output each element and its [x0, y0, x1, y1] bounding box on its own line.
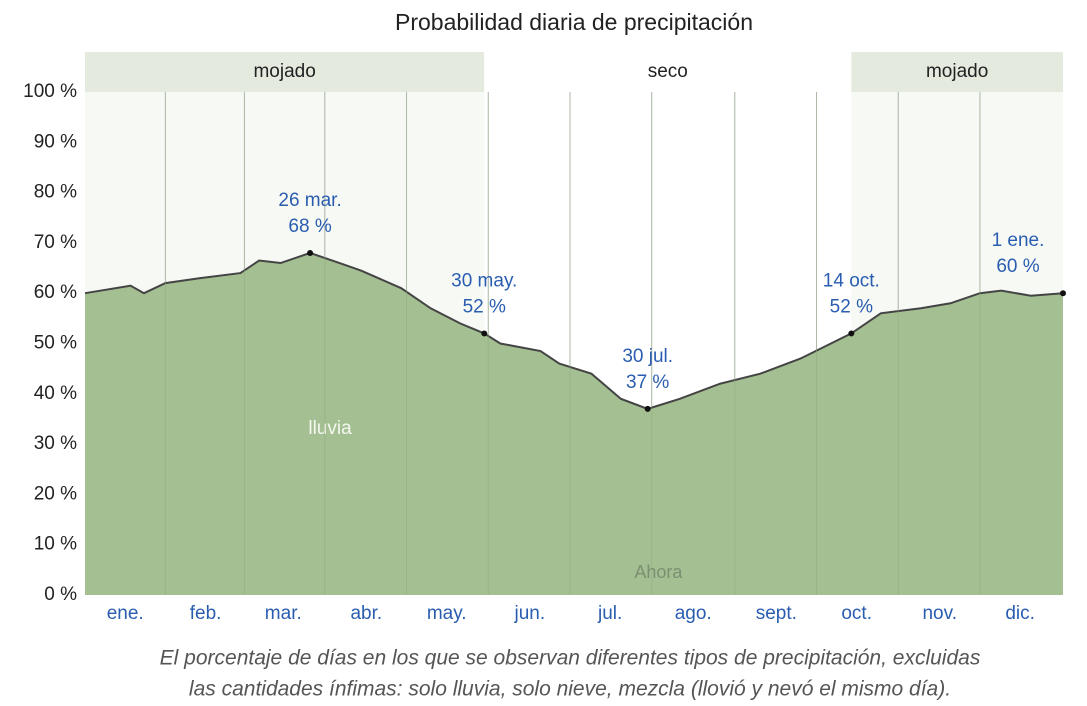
band-label: seco — [648, 61, 688, 82]
y-tick-label: 40 % — [34, 383, 77, 404]
band-label: mojado — [253, 61, 315, 82]
annotation-value: 52 % — [463, 296, 506, 317]
now-label: Ahora — [634, 562, 683, 582]
y-tick-label: 60 % — [34, 282, 77, 303]
x-tick-label: feb. — [190, 603, 222, 624]
x-tick-label: abr. — [350, 603, 382, 624]
chart-title: Probabilidad diaria de precipitación — [395, 9, 753, 35]
x-tick-label: ago. — [675, 603, 712, 624]
annotation-dot — [1060, 290, 1066, 297]
y-tick-label: 30 % — [34, 433, 77, 454]
x-tick-label: jul. — [597, 603, 622, 624]
y-tick-label: 80 % — [34, 182, 77, 203]
band — [85, 52, 485, 92]
x-tick-label: sept. — [756, 603, 797, 624]
annotation-date: 30 jul. — [622, 346, 673, 367]
annotation-date: 26 mar. — [278, 190, 341, 211]
annotation-date: 30 may. — [451, 270, 517, 291]
x-tick-label: oct. — [841, 603, 872, 624]
annotation-value: 52 % — [830, 296, 873, 317]
annotation-date: 1 ene. — [992, 230, 1045, 251]
x-tick-label: jun. — [513, 603, 545, 624]
annotation-dot — [644, 405, 651, 412]
annotation-date: 14 oct. — [823, 270, 880, 291]
annotation-dot — [848, 330, 855, 337]
y-tick-label: 100 % — [23, 81, 77, 102]
annotation-dot — [481, 330, 488, 337]
annotation-value: 68 % — [288, 216, 331, 237]
annotation-value: 60 % — [996, 256, 1039, 277]
caption: El porcentaje de días en los que se obse… — [160, 647, 981, 670]
band — [484, 52, 852, 92]
band — [851, 52, 1063, 92]
band-label: mojado — [926, 61, 988, 82]
y-tick-label: 70 % — [34, 232, 77, 253]
y-tick-label: 20 % — [34, 483, 77, 504]
x-tick-label: dic. — [1005, 603, 1035, 624]
x-tick-label: ene. — [107, 603, 144, 624]
y-tick-label: 50 % — [34, 333, 77, 354]
x-tick-label: mar. — [265, 603, 302, 624]
y-tick-label: 0 % — [44, 584, 77, 605]
annotation-value: 37 % — [626, 372, 669, 393]
area — [85, 252, 1063, 595]
annotation-dot — [307, 249, 314, 256]
y-tick-label: 10 % — [34, 534, 77, 555]
x-tick-label: may. — [427, 603, 467, 624]
x-tick-label: nov. — [922, 603, 957, 624]
y-tick-label: 90 % — [34, 131, 77, 152]
caption: las cantidades ínfimas: solo lluvia, sol… — [189, 678, 951, 701]
line — [84, 251, 1064, 410]
series-label: lluvia — [308, 418, 352, 439]
